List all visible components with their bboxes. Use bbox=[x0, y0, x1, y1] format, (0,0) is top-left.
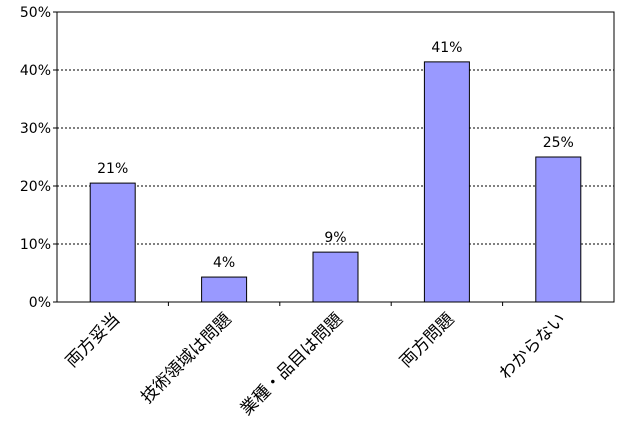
value-label: 21% bbox=[97, 161, 128, 177]
y-tick-label: 20% bbox=[20, 179, 51, 195]
value-label: 9% bbox=[324, 230, 346, 246]
x-tick-label: 両方妥当 bbox=[62, 309, 124, 371]
bar bbox=[89, 182, 136, 303]
value-label: 25% bbox=[543, 135, 574, 151]
y-tick-label: 40% bbox=[20, 63, 51, 79]
y-tick-label: 50% bbox=[20, 5, 51, 21]
value-label: 41% bbox=[431, 40, 462, 56]
x-tick-label: 両方問題 bbox=[396, 309, 458, 371]
bar bbox=[312, 251, 359, 303]
value-label: 4% bbox=[213, 255, 235, 271]
x-tick-label: 技術領域は問題 bbox=[137, 309, 235, 407]
bar bbox=[535, 156, 582, 303]
y-tick-label: 0% bbox=[29, 295, 51, 311]
y-tick-label: 30% bbox=[20, 121, 51, 137]
bar bbox=[423, 61, 470, 303]
x-tick-label: 業種・品目は問題 bbox=[237, 309, 347, 419]
x-tick-label: わからない bbox=[496, 309, 570, 383]
bar bbox=[201, 276, 248, 303]
y-tick-label: 10% bbox=[20, 237, 51, 253]
